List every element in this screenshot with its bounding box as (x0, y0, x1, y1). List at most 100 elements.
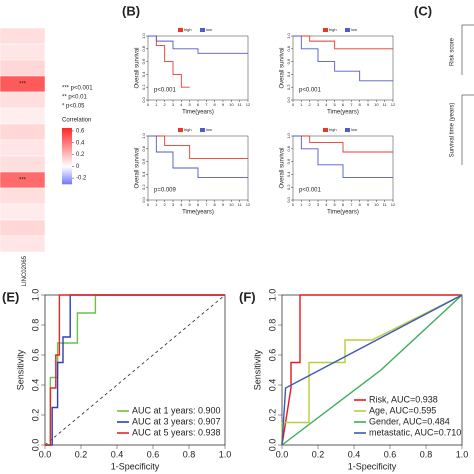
colorbar-swatch (62, 128, 72, 131)
x-tick-label: 0 (147, 102, 150, 107)
x-tick-label: 3 (172, 102, 175, 107)
x-tick-label: 4 (180, 102, 183, 107)
x-tick-label: 2 (164, 102, 167, 107)
colorbar-tick-label: -0.2 (76, 176, 87, 182)
legend-text: AUC at 3 years: 0.907 (132, 416, 221, 426)
x-tick-label: 10 (374, 202, 379, 207)
x-tick-label: 0.4 (111, 449, 124, 459)
x-tick-label: 11 (238, 102, 243, 107)
panel-label: (B) (122, 3, 140, 18)
legend-swatch (178, 28, 183, 32)
x-tick-label: 1.0 (456, 449, 469, 459)
legend-text: high (184, 27, 192, 32)
curve (293, 35, 393, 82)
x-tick-label: 12 (246, 202, 251, 207)
p-value: p<0.001 (299, 88, 322, 94)
x-tick-label: 1 (300, 102, 303, 107)
y-tick-label: 0.0 (30, 439, 40, 452)
legend-text: Age, AUC=0.595 (369, 405, 436, 415)
curve (45, 294, 225, 446)
heatmap-cell (0, 139, 46, 157)
y-tick-label: 0.6 (286, 58, 291, 64)
x-tick-label: 10 (229, 102, 234, 107)
legend-text: low (206, 127, 212, 132)
x-tick-label: 0.0 (276, 449, 289, 459)
legend-swatch (345, 28, 350, 32)
heatmap-cell (0, 27, 46, 45)
x-tick-label: 10 (374, 102, 379, 107)
p-value: p=0.009 (154, 188, 177, 194)
legend-text: * p<0.05 (62, 104, 85, 110)
x-tick-label: 3 (317, 102, 320, 107)
heatmap-cell (0, 59, 46, 77)
x-tick-label: 8 (359, 202, 362, 207)
x-axis-label: Time(years) (327, 110, 359, 116)
y-axis-label: Sensitivity (15, 349, 25, 390)
x-tick-label: 12 (391, 202, 396, 207)
y-tick-label: 0.0 (286, 196, 291, 202)
x-tick-label: 8 (214, 202, 217, 207)
colorbar-swatch (62, 174, 72, 177)
curve (45, 294, 225, 446)
legend-text: AUC at 5 years: 0.938 (132, 427, 221, 437)
x-tick-label: 11 (238, 202, 243, 207)
colorbar-swatch (62, 156, 72, 159)
x-axis-label: 1-Specificity (348, 461, 397, 471)
y-tick-label: 0.4 (30, 379, 40, 392)
y-tick-label: 0.4 (267, 379, 277, 392)
p-value: p<0.001 (154, 88, 177, 94)
x-tick-label: 5 (189, 102, 192, 107)
x-tick-label: 5 (189, 202, 192, 207)
x-tick-label: 6 (342, 202, 345, 207)
y-tick-label: 0.6 (286, 158, 291, 164)
y-tick-label: 1.0 (30, 289, 40, 302)
x-tick-label: 4 (325, 202, 328, 207)
colorbar-swatch (62, 150, 72, 153)
colorbar-swatch (62, 172, 72, 175)
curve (281, 294, 463, 445)
x-tick-label: 8 (359, 102, 362, 107)
heatmap-cell (0, 43, 46, 61)
x-tick-label: 2 (309, 102, 312, 107)
x-tick-label: 8 (214, 102, 217, 107)
legend-text: ** p<0.01 (62, 95, 88, 101)
x-tick-label: 0 (292, 202, 295, 207)
significance-stars: *** (19, 82, 27, 88)
colorbar-swatch (62, 162, 72, 165)
x-tick-label: 0 (147, 202, 150, 207)
x-tick-label: 0.2 (312, 449, 325, 459)
colorbar-swatch (62, 152, 72, 155)
x-tick-label: 3 (172, 202, 175, 207)
y-axis-label: Overall survival (280, 147, 286, 188)
heatmap-cell (0, 187, 46, 205)
y-tick-label: 0.4 (141, 71, 146, 77)
curve (281, 294, 462, 446)
heatmap-cell (0, 203, 46, 221)
colorbar-swatch (62, 138, 72, 141)
y-tick-label: 0.6 (30, 349, 40, 362)
panel-label: (F) (239, 289, 256, 304)
x-tick-label: 10 (229, 202, 234, 207)
curve (148, 135, 248, 179)
x-tick-label: 6 (342, 102, 345, 107)
colorbar-swatch (62, 166, 72, 169)
x-tick-label: 2 (164, 202, 167, 207)
legend-swatch (323, 28, 328, 32)
legend-text: *** p<0.001 (62, 86, 93, 92)
colorbar-tick-label: 0.4 (76, 140, 85, 146)
colorbar-swatch (62, 142, 72, 145)
legend-text: metastatic, AUC=0.710 (369, 427, 461, 437)
y-tick-label: 0.8 (286, 45, 291, 51)
x-tick-label: 0.8 (183, 449, 196, 459)
colorbar-tick-label: 0.6 (76, 129, 85, 135)
y-tick-label: 0.4 (286, 71, 291, 77)
heatmap-cell (0, 219, 46, 237)
y-axis-label: Overall survival (135, 147, 141, 188)
heatmap-cell (0, 91, 46, 109)
x-tick-label: 11 (383, 202, 388, 207)
x-tick-label: 0.0 (39, 449, 52, 459)
colorbar-swatch (62, 180, 72, 183)
y-tick-label: 0.6 (141, 58, 146, 64)
y-tick-label: 0.8 (141, 45, 146, 51)
x-axis-label: Time(years) (327, 210, 359, 216)
